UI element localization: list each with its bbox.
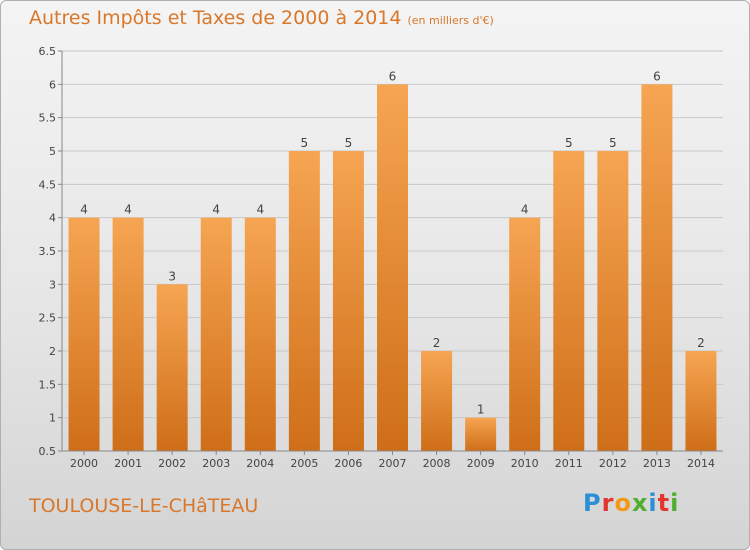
bar-2010 <box>509 217 541 451</box>
x-tick-label: 2013 <box>643 457 671 470</box>
x-tick-label: 2009 <box>467 457 495 470</box>
x-tick-label: 2005 <box>290 457 318 470</box>
y-tick-label: 4.5 <box>39 178 57 191</box>
bar-2006 <box>332 151 364 451</box>
bar-value-label: 5 <box>301 136 309 150</box>
y-tick-label: 3.5 <box>39 245 57 258</box>
y-tick-label: 3 <box>49 278 56 291</box>
title-unit: (en milliers d'€) <box>407 14 494 27</box>
logo-letter: i <box>670 489 680 517</box>
x-tick-label: 2008 <box>423 457 451 470</box>
bar-value-label: 6 <box>389 69 397 83</box>
x-tick-label: 2014 <box>687 457 715 470</box>
bar-value-label: 1 <box>477 403 485 417</box>
bar-value-label: 5 <box>565 136 573 150</box>
y-tick-label: 1.5 <box>39 378 57 391</box>
x-tick-label: 2003 <box>202 457 230 470</box>
logo-letter: o <box>614 489 632 517</box>
bar-2009 <box>465 417 497 451</box>
x-tick-label: 2011 <box>555 457 583 470</box>
y-tick-label: 6.5 <box>39 45 57 58</box>
y-tick-label: 1 <box>49 412 56 425</box>
logo-letter: x <box>631 489 649 517</box>
y-tick-label: 5 <box>49 145 56 158</box>
y-tick-label: 5.5 <box>39 112 57 125</box>
y-tick-label: 4 <box>49 212 56 225</box>
y-tick-label: 2.5 <box>39 312 57 325</box>
bar-2002 <box>156 284 188 451</box>
y-tick-label: 0.5 <box>39 445 57 458</box>
logo-letter: t <box>657 489 671 517</box>
x-tick-label: 2004 <box>246 457 274 470</box>
logo-letter: P <box>583 489 602 517</box>
x-tick-label: 2010 <box>511 457 539 470</box>
y-tick-label: 2 <box>49 345 56 358</box>
bar-value-label: 4 <box>124 203 132 217</box>
x-tick-label: 2002 <box>158 457 186 470</box>
bar-value-label: 5 <box>345 136 353 150</box>
bar-2013 <box>641 84 673 451</box>
bar-value-label: 4 <box>521 203 529 217</box>
bar-2000 <box>68 217 100 451</box>
bar-2012 <box>597 151 629 451</box>
bar-value-label: 3 <box>168 269 176 283</box>
bar-2001 <box>112 217 144 451</box>
bar-value-label: 4 <box>256 203 264 217</box>
bar-2003 <box>200 217 232 451</box>
bar-2011 <box>553 151 585 451</box>
x-tick-label: 2012 <box>599 457 627 470</box>
bar-2005 <box>288 151 320 451</box>
bar-2004 <box>244 217 276 451</box>
bar-value-label: 4 <box>212 203 220 217</box>
bar-2008 <box>421 351 453 451</box>
x-tick-label: 2006 <box>334 457 362 470</box>
x-tick-label: 2000 <box>70 457 98 470</box>
bar-value-label: 4 <box>80 203 88 217</box>
bar-2014 <box>685 351 717 451</box>
place-name: TOULOUSE-LE-CHâTEAU <box>29 495 259 517</box>
bar-value-label: 5 <box>609 136 617 150</box>
y-tick-label: 6 <box>49 78 56 91</box>
chart-title: Autres Impôts et Taxes de 2000 à 2014 (en… <box>29 7 494 29</box>
x-tick-label: 2007 <box>379 457 407 470</box>
bar-value-label: 6 <box>653 69 661 83</box>
bar-value-label: 2 <box>697 336 705 350</box>
logo-letter: r <box>601 489 615 517</box>
title-main: Autres Impôts et Taxes de 2000 à 2014 <box>29 7 402 29</box>
proxiti-logo: Proxiti <box>583 489 679 517</box>
bar-value-label: 2 <box>433 336 441 350</box>
x-tick-label: 2001 <box>114 457 142 470</box>
logo-letter: i <box>648 489 658 517</box>
bar-2007 <box>377 84 408 451</box>
